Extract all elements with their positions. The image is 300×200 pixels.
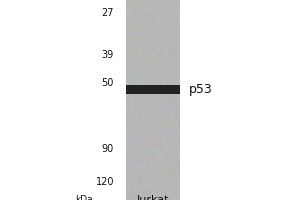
Text: 27: 27 <box>101 8 114 18</box>
Text: 39: 39 <box>102 50 114 60</box>
Text: Jurkat: Jurkat <box>137 195 169 200</box>
Text: 120: 120 <box>95 177 114 187</box>
Bar <box>126 0 180 200</box>
Text: p53: p53 <box>189 83 213 96</box>
Text: 90: 90 <box>102 144 114 154</box>
Text: 50: 50 <box>102 78 114 88</box>
Bar <box>126 85 180 94</box>
Text: kDa: kDa <box>75 195 93 200</box>
